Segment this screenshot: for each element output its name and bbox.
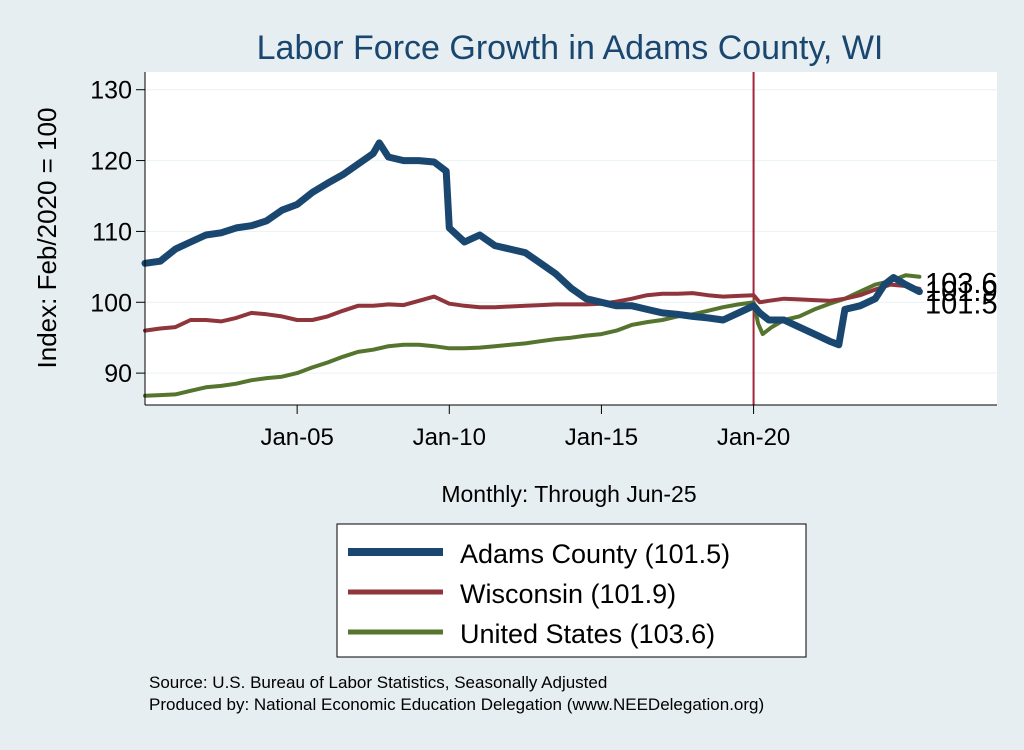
end-label-101-9: 101.9 [925,276,998,308]
x-ticks-group: Jan-05 Jan-10 Jan-15 Jan-20 [260,405,790,451]
y-axis-label: Index: Feb/2020 = 100 [32,108,62,369]
legend-label-adams: Adams County (101.5) [460,539,730,569]
x-tick-label-jan-10: Jan-10 [413,424,486,451]
y-tick-label-110: 110 [92,218,132,246]
footer-produced-by: Produced by: National Economic Education… [149,695,764,714]
legend-label-united-states: United States (103.6) [460,619,715,649]
x-tick-label-jan-20: Jan-20 [717,424,790,451]
y-tick-label-90: 90 [104,360,132,388]
y-tick-label-130: 130 [90,77,132,105]
series-line-adams-county [141,139,923,349]
y-tick-label-120: 120 [90,148,132,176]
series-line-wisconsin [143,282,922,333]
chart-title: Labor Force Growth in Adams County, WI [257,29,884,67]
end-label-101-5: 101.5 [925,289,998,321]
legend: Adams County (101.5) Wisconsin (101.9) U… [336,523,807,658]
y-tick-label-100: 100 [90,289,132,317]
x-axis-label: Monthly: Through Jun-25 [441,481,696,507]
y-ticks-group: 90 100 110 120 130 [90,77,145,388]
series-group [141,139,923,398]
x-tick-label-jan-05: Jan-05 [260,424,333,451]
footer-source: Source: U.S. Bureau of Labor Statistics,… [149,673,607,692]
end-label-103-6: 103.6 [925,268,998,300]
legend-label-wisconsin: Wisconsin (101.9) [460,579,676,609]
x-tick-label-jan-15: Jan-15 [565,424,638,451]
grid-group [145,89,997,374]
plot-area [145,72,997,405]
